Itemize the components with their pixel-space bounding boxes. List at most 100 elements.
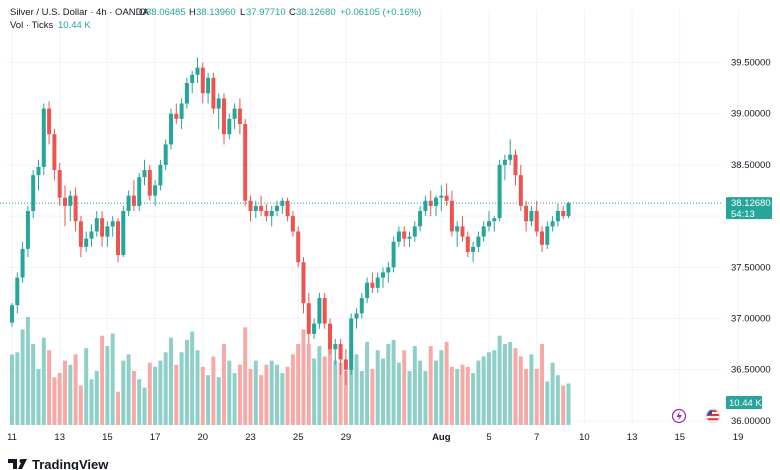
price-tick-label: 38.50000 <box>731 160 771 171</box>
candle <box>487 210 491 232</box>
candle <box>63 185 67 227</box>
candle <box>290 210 295 237</box>
candle <box>94 210 99 237</box>
volume-bar <box>555 375 560 425</box>
candle-body <box>460 226 465 237</box>
candle <box>89 224 94 247</box>
time-tick-label: Aug <box>432 432 451 443</box>
candle-body <box>550 221 555 227</box>
volume-bar <box>126 354 131 425</box>
volume-tag-value: 10.44 K <box>729 398 762 409</box>
candle-body <box>449 200 454 232</box>
candle-body <box>317 298 322 324</box>
candle-body <box>232 108 237 119</box>
candle <box>396 226 401 247</box>
candle <box>227 113 232 140</box>
volume-bar <box>391 339 396 425</box>
candle-body <box>555 210 560 222</box>
candle <box>465 231 470 258</box>
volume-bar <box>418 360 423 425</box>
candle <box>439 185 444 211</box>
candle-body <box>407 236 412 239</box>
candle-body <box>365 282 370 299</box>
candle <box>158 159 163 191</box>
volume-bar <box>216 377 221 425</box>
candle <box>423 195 428 217</box>
volume-bar <box>36 368 41 425</box>
candle <box>269 205 274 227</box>
price-tick-label: 36.00000 <box>731 416 771 427</box>
candle <box>561 205 566 220</box>
volume-bar <box>163 352 168 425</box>
vol-label: Vol · Ticks <box>10 20 54 31</box>
volume-bar <box>174 364 179 425</box>
volume-bar <box>73 354 78 425</box>
candle-body <box>402 231 407 239</box>
volume-bar <box>105 346 110 425</box>
candle <box>41 103 46 176</box>
price-tick-label: 36.50000 <box>731 365 771 376</box>
volume-bar <box>206 375 211 425</box>
candle-body <box>497 164 502 219</box>
candle <box>550 216 555 232</box>
volume-bar <box>402 350 407 425</box>
candle-body <box>73 195 78 222</box>
volume-bar <box>524 368 529 425</box>
volume-bar <box>100 335 105 425</box>
candle-body <box>338 344 343 360</box>
volume-bar <box>227 360 232 425</box>
candle <box>306 292 311 345</box>
candle <box>434 195 438 217</box>
time-tick-label: 25 <box>293 432 304 443</box>
candle <box>545 221 550 249</box>
price-axis[interactable]: 36.0000036.5000037.0000037.5000038.00000… <box>731 58 771 427</box>
candle-body <box>391 241 396 268</box>
candle <box>142 159 147 186</box>
candle-body <box>31 175 36 211</box>
candle-body <box>545 226 550 245</box>
volume-bar <box>312 358 317 425</box>
candle-body <box>375 277 380 288</box>
candle-body <box>465 236 470 252</box>
candle <box>492 216 497 232</box>
candle <box>253 200 258 219</box>
candle <box>237 98 242 135</box>
candle <box>497 159 502 222</box>
candle <box>84 231 89 252</box>
change-value: +0.06105 (+0.16%) <box>340 7 421 18</box>
candle <box>428 190 433 217</box>
candle <box>200 62 205 104</box>
candle-body <box>158 164 163 186</box>
candle <box>259 195 264 217</box>
events-icon[interactable] <box>671 408 687 424</box>
candle-body <box>131 195 136 206</box>
us-flag-icon[interactable] <box>705 408 721 424</box>
time-axis[interactable]: 11 13 15 17 20 23 25 29 Aug 5 7 10 13 15 19 <box>7 432 743 443</box>
volume-bar <box>116 391 120 425</box>
grid <box>6 10 739 425</box>
candle-body <box>89 231 94 239</box>
candle-body <box>100 218 105 237</box>
volume-bar <box>248 368 253 425</box>
c-value: 38.12680 <box>296 7 336 18</box>
candle-body <box>354 313 359 319</box>
o-value: 38.06485 <box>146 7 186 18</box>
candle-body <box>471 246 476 252</box>
volume-bar <box>68 364 73 425</box>
candle <box>195 57 200 84</box>
volume-bar <box>423 371 428 425</box>
candle-body <box>184 83 189 104</box>
tradingview-logo[interactable]: TradingView <box>8 457 109 470</box>
volume-bar <box>396 362 401 425</box>
volume-bar <box>84 348 89 425</box>
candle-body <box>227 118 232 135</box>
candle <box>174 103 179 124</box>
candle-body <box>237 108 242 124</box>
volume-bar <box>41 337 46 425</box>
candle <box>121 205 126 258</box>
candle-body <box>105 226 110 237</box>
candle-body <box>211 77 216 109</box>
volume-bar <box>31 344 36 425</box>
